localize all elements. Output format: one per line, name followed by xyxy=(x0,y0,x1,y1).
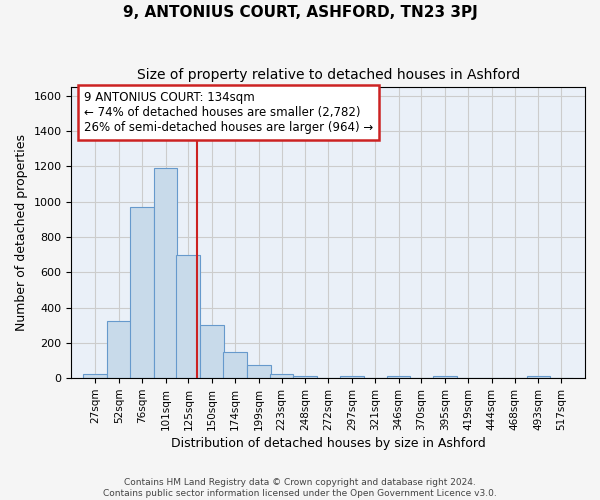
Bar xyxy=(176,254,200,378)
X-axis label: Distribution of detached houses by size in Ashford: Distribution of detached houses by size … xyxy=(171,437,485,450)
Bar xyxy=(386,376,410,378)
Bar xyxy=(527,376,550,378)
Bar xyxy=(270,374,293,378)
Bar xyxy=(130,207,154,378)
Bar xyxy=(247,365,271,378)
Text: 9, ANTONIUS COURT, ASHFORD, TN23 3PJ: 9, ANTONIUS COURT, ASHFORD, TN23 3PJ xyxy=(122,5,478,20)
Bar xyxy=(154,168,178,378)
Text: 9 ANTONIUS COURT: 134sqm
← 74% of detached houses are smaller (2,782)
26% of sem: 9 ANTONIUS COURT: 134sqm ← 74% of detach… xyxy=(84,91,373,134)
Bar xyxy=(433,376,457,378)
Bar xyxy=(293,376,317,378)
Bar xyxy=(107,321,131,378)
Bar xyxy=(200,325,224,378)
Bar xyxy=(83,374,107,378)
Title: Size of property relative to detached houses in Ashford: Size of property relative to detached ho… xyxy=(137,68,520,82)
Bar xyxy=(340,376,364,378)
Text: Contains HM Land Registry data © Crown copyright and database right 2024.
Contai: Contains HM Land Registry data © Crown c… xyxy=(103,478,497,498)
Bar xyxy=(223,352,247,378)
Y-axis label: Number of detached properties: Number of detached properties xyxy=(15,134,28,331)
